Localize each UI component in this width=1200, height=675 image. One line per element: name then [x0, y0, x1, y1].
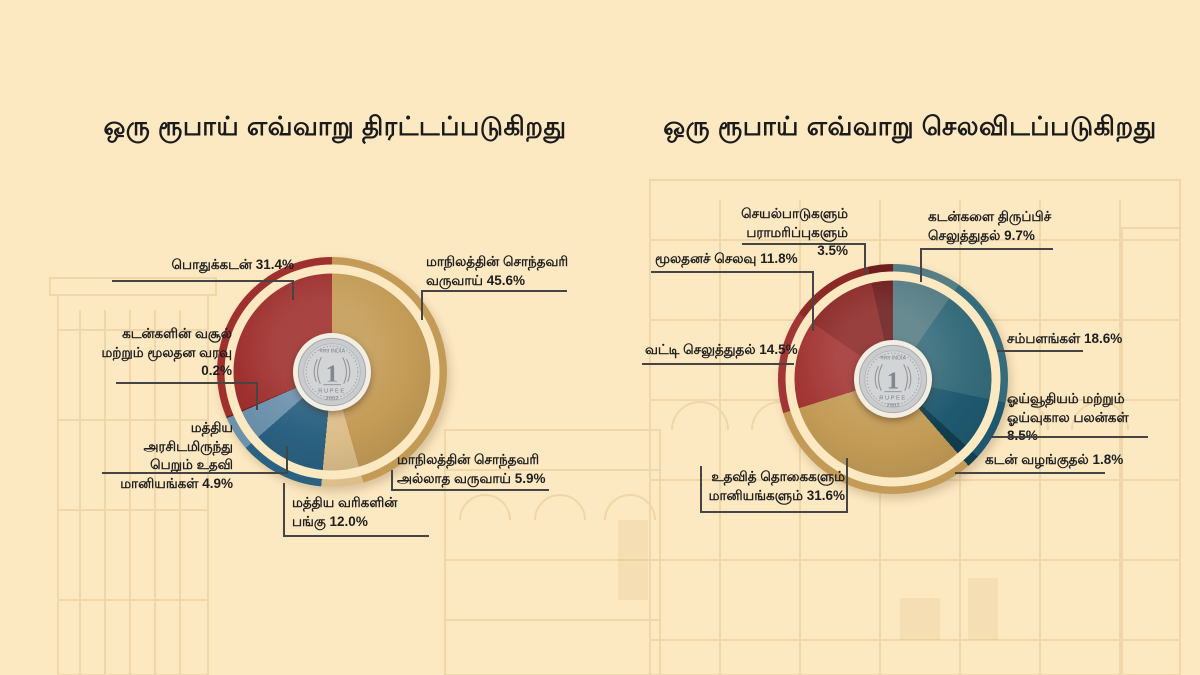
coin-wheat-left	[313, 357, 322, 384]
connector-line	[391, 489, 549, 491]
label-debt-repayment: கடன்களை திருப்பிச் செலுத்துதல் 9.7%	[928, 209, 1052, 243]
label-salaries: சம்பளங்கள் 18.6%	[1007, 331, 1123, 346]
revenue-pie-group: भारत INDIA 1 RUPEE 2002	[217, 257, 447, 487]
coin-wheat-right	[342, 357, 351, 384]
label-capital-expenditure: மூலதனச் செலவு 11.8%	[655, 251, 798, 266]
coin-year-text: 2002	[325, 396, 338, 402]
connector-line	[292, 280, 294, 300]
connector-line	[421, 290, 423, 320]
label-interest-payment: வட்டி செலுத்துதல் 14.5%	[645, 342, 798, 357]
connector-line	[642, 363, 794, 365]
coin-year-text: 2002	[886, 403, 899, 409]
one-rupee-coin: भारत INDIA 1 RUPEE 2002	[293, 333, 371, 411]
coin-wheat-left	[874, 364, 883, 391]
label-central-grants: மத்திய அரசிடமிருந்து பெறும் உதவி மானியங்…	[120, 420, 233, 491]
connector-line	[286, 446, 288, 474]
label-own-non-tax-revenue: மாநிலத்தின் சொந்தவரி அல்லாத வருவாய் 5.9%	[397, 452, 546, 486]
connector-line	[700, 466, 702, 513]
label-loan-recovery: கடன்களின் வசூல் மற்றும் மூலதன வரவு 0.2%	[101, 326, 232, 379]
one-rupee-coin: भारत INDIA 1 RUPEE 2002	[854, 340, 932, 418]
revenue-chart-title: ஒரு ரூபாய் எவ்வாறு திரட்டப்படுகிறது	[103, 111, 567, 141]
connector-line	[651, 271, 814, 273]
connector-line	[102, 472, 288, 474]
connector-line	[846, 458, 848, 513]
coin-numeral: 1	[887, 367, 900, 395]
connector-line	[920, 248, 922, 282]
label-public-debt: பொதுக்கடன் 31.4%	[171, 257, 294, 272]
connector-line	[700, 511, 848, 513]
connector-line	[283, 535, 429, 537]
connector-line	[116, 382, 258, 384]
expenditure-chart-title: ஒரு ரூபாய் எவ்வாறு செலவிடப்படுகிறது	[663, 111, 1157, 141]
coin-country-text: भारत INDIA	[880, 356, 907, 362]
connector-line	[283, 483, 285, 537]
connector-line	[990, 436, 1148, 438]
connector-line	[742, 243, 866, 245]
label-central-tax-share: மத்திய வரிகளின் பங்கு 12.0%	[292, 495, 398, 529]
connector-line	[955, 472, 1105, 474]
coin-currency-text: RUPEE	[318, 388, 345, 394]
coin-currency-text: RUPEE	[879, 395, 906, 401]
expenditure-pie-group: भारत INDIA 1 RUPEE 2002	[778, 264, 1008, 494]
coin-wheat-right	[903, 364, 912, 391]
label-operations-maintenance: செயல்பாடுகளும் பராமரிப்புகளும் 3.5%	[741, 206, 848, 259]
label-own-tax-revenue: மாநிலத்தின் சொந்தவரி வருவாய் 45.6%	[426, 254, 569, 288]
label-loans-disbursed: கடன் வழங்குதல் 1.8%	[985, 452, 1124, 467]
connector-line	[864, 243, 866, 275]
coin-numeral: 1	[326, 360, 339, 388]
label-subsidies-grants: உதவித் தொகைகளும் மானியங்களும் 31.6%	[708, 469, 845, 503]
connector-line	[421, 290, 567, 292]
connector-line	[391, 470, 393, 491]
connector-line	[997, 350, 1083, 352]
connector-line	[920, 248, 1053, 250]
coin-country-text: भारत INDIA	[319, 349, 346, 355]
connector-line	[112, 280, 294, 282]
connector-line	[256, 382, 258, 410]
connector-line	[812, 271, 814, 331]
label-pension-benefits: ஓய்வூதியம் மற்றும் ஓய்வுகால பலன்கள் 8.5%	[1007, 391, 1129, 443]
